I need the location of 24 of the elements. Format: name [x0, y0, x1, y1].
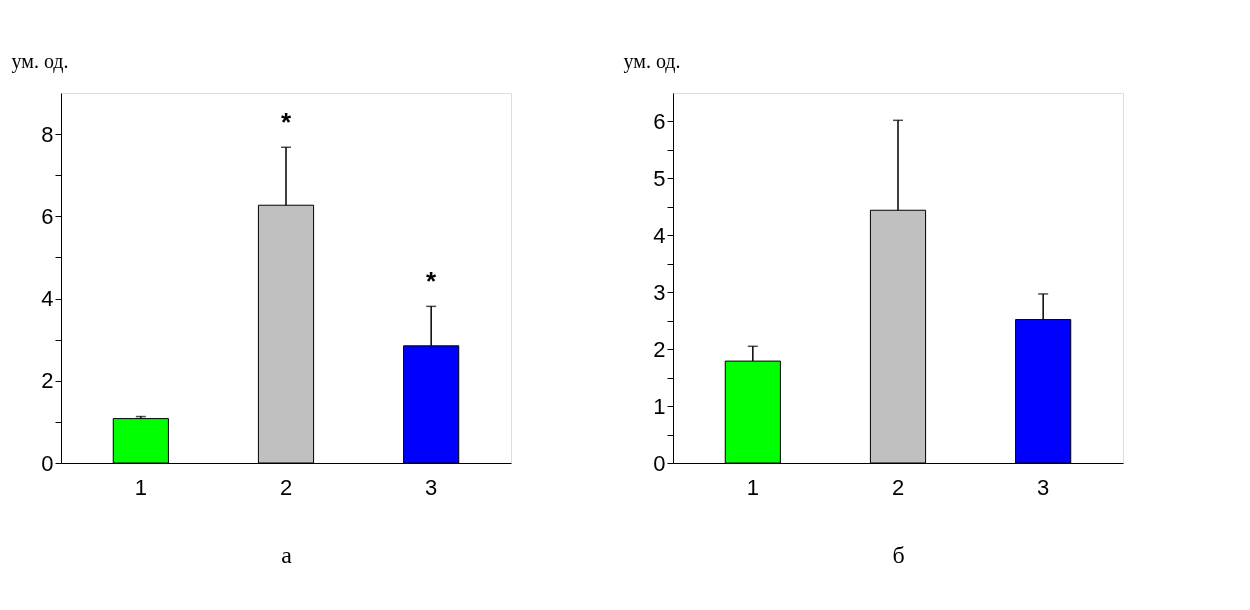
x-tick-label: 2: [891, 474, 905, 500]
y-axis-title: ум. од.: [623, 49, 681, 73]
x-tick-label: 2: [279, 474, 293, 500]
y-tick-label: 6: [41, 203, 54, 229]
y-tick-label: 0: [41, 450, 54, 476]
annotation: *: [426, 266, 438, 297]
x-tick-label: 1: [746, 474, 759, 500]
x-axis-title: а: [281, 541, 293, 568]
y-tick-label: 6: [653, 108, 666, 134]
y-axis-title: ум. од.: [11, 49, 69, 73]
y-tick-label: 8: [41, 121, 54, 147]
x-axis-title: б: [892, 541, 905, 568]
y-tick-label: 5: [653, 165, 666, 191]
y-tick-label: 0: [653, 450, 666, 476]
y-tick-label: 4: [41, 286, 54, 312]
x-tick-label: 1: [134, 474, 147, 500]
annotation: *: [280, 107, 292, 138]
y-tick-label: 1: [653, 393, 666, 419]
y-tick-label: 2: [41, 368, 54, 394]
x-tick-label: 3: [1037, 474, 1050, 500]
x-tick-label: 3: [425, 474, 438, 500]
y-tick-label: 4: [653, 222, 666, 248]
y-tick-label: 2: [653, 336, 666, 362]
y-tick-label: 3: [653, 279, 666, 305]
